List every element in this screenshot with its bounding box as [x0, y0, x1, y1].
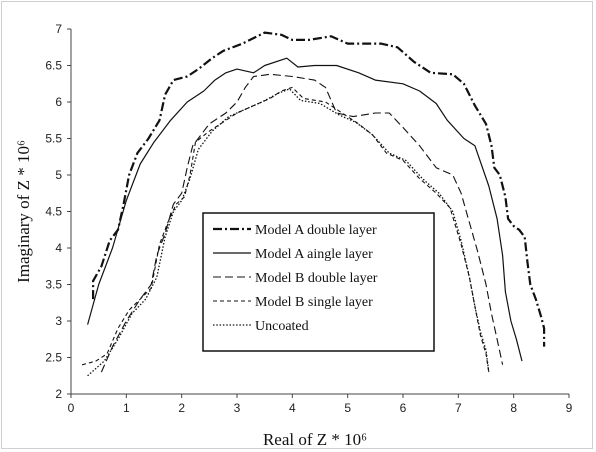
series-line-4 — [81, 86, 490, 373]
y-tick-label: 2 — [55, 387, 62, 401]
y-tick-label: 2.5 — [45, 351, 62, 365]
x-tick-label: 4 — [289, 401, 296, 415]
axes-group: 0 1 2 3 4 5 6 7 8 9 2 2.5 3 3.5 4 4.5 5 5.5 6 6.5 7 — [45, 22, 572, 415]
series-group — [81, 31, 546, 377]
y-axis-title: Imaginary of Z * 10⁶ — [14, 140, 33, 283]
legend-label-4: Model B single layer — [255, 295, 373, 310]
series-line-2 — [87, 57, 523, 362]
x-tick-label: 7 — [455, 401, 462, 415]
x-tick-label: 8 — [510, 401, 517, 415]
legend-label-3: Model B double layer — [255, 271, 378, 286]
y-tick-label: 3 — [55, 314, 62, 328]
legend: Model A double layer Model A aingle layer… — [202, 212, 435, 352]
legend-label-2: Model A aingle layer — [255, 247, 373, 262]
y-tick-label: 4.5 — [45, 205, 62, 219]
x-tick-label: 1 — [123, 401, 130, 415]
y-tick-label: 4 — [55, 241, 62, 255]
legend-box — [202, 212, 435, 352]
series-line-3 — [100, 73, 504, 373]
series-line-1 — [92, 31, 546, 347]
x-axis-title: Real of Z * 10⁶ — [263, 430, 367, 449]
y-tick-label: 5.5 — [45, 132, 62, 146]
legend-label-1: Model A double layer — [255, 223, 377, 238]
y-tick-label: 7 — [55, 22, 62, 36]
y-tick-label: 3.5 — [45, 278, 62, 292]
legend-label-5: Uncoated — [255, 319, 309, 334]
y-tick-label: 6 — [55, 95, 62, 109]
y-tick-label: 5 — [55, 168, 62, 182]
x-tick-label: 5 — [344, 401, 351, 415]
x-tick-label: 9 — [566, 401, 573, 415]
y-tick-label: 6.5 — [45, 59, 62, 73]
x-tick-label: 3 — [234, 401, 241, 415]
x-tick-label: 6 — [400, 401, 407, 415]
x-tick-label: 2 — [178, 401, 185, 415]
series-line-5 — [87, 88, 490, 377]
x-tick-label: 0 — [68, 401, 75, 415]
